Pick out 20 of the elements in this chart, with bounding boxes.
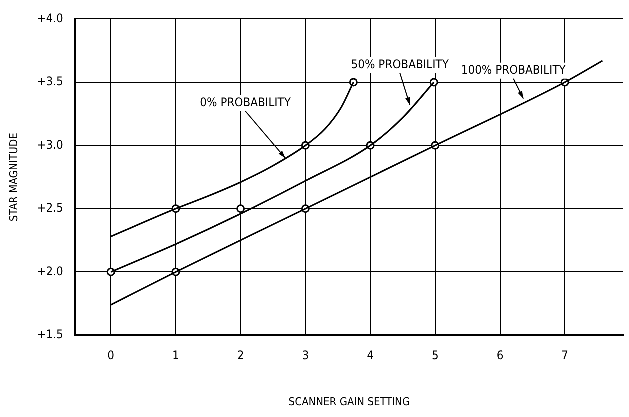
x-tick-label: 3 <box>302 348 310 363</box>
y-tick-label: +2.0 <box>37 264 64 278</box>
y-axis-title: STAR MAGNITUDE <box>7 133 20 222</box>
x-tick-label: 4 <box>367 348 374 363</box>
y-tick-label: +2.5 <box>37 201 64 216</box>
y-tick-label: +4.0 <box>37 11 64 26</box>
x-tick-label: 6 <box>496 348 504 363</box>
annotation: 0% PROBABILITY <box>200 95 292 110</box>
y-tick-label: +3.0 <box>37 138 64 152</box>
y-tick-label: +1.5 <box>37 328 64 342</box>
x-tick-label: 2 <box>237 348 244 363</box>
x-tick-label: 0 <box>108 348 115 363</box>
x-axis-title: SCANNER GAIN SETTING <box>288 395 410 408</box>
x-tick-label: 1 <box>172 348 180 363</box>
x-tick-label: 7 <box>562 348 569 363</box>
x-tick-label: 5 <box>432 348 439 363</box>
point <box>236 204 246 214</box>
y-tick-label: +3.5 <box>37 74 64 89</box>
annotation: 50% PROBABILITY <box>351 57 450 72</box>
annotation: 100% PROBABILITY <box>461 63 566 78</box>
